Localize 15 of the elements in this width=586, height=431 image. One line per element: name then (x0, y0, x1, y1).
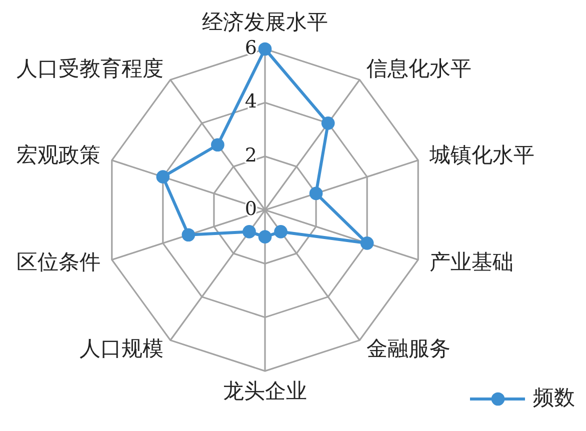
y-tick-label: 2 (244, 144, 257, 166)
spoke-label: 信息化水平 (366, 56, 472, 80)
spoke-label: 区位条件 (16, 250, 100, 274)
y-tick-label: 6 (244, 36, 257, 59)
spoke-label: 产业基础 (430, 250, 514, 274)
spoke-label: 经济发展水平 (202, 10, 328, 34)
spoke-label: 金融服务 (366, 336, 451, 360)
legend-label: 频数 (533, 385, 575, 410)
spoke-label: 人口规模 (79, 336, 164, 360)
y-tick-label: 0 (244, 198, 257, 220)
spoke-label: 城镇化水平 (428, 142, 535, 167)
y-tick-label: 4 (244, 90, 257, 113)
spoke-label: 人口受教育程度 (16, 56, 164, 80)
spoke-label: 宏观政策 (16, 142, 100, 167)
spoke-label: 龙头企业 (223, 379, 307, 404)
